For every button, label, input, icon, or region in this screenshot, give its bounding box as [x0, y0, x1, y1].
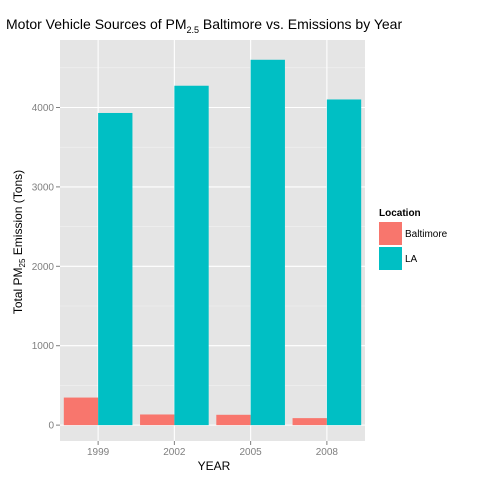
bar-la-2008: [326, 99, 362, 426]
bar-la-1999: [98, 112, 133, 426]
bar-la-2005: [250, 59, 285, 426]
y-tick-label: 2000: [32, 262, 55, 273]
y-tick-label: 3000: [32, 182, 55, 193]
bar-baltimore-2005: [216, 414, 251, 426]
x-tick-label: 1999: [87, 447, 110, 458]
y-axis-title: Total PM25 Emission (Tons): [11, 170, 27, 314]
x-tick-label: 2002: [163, 447, 186, 458]
y-axis-title-subscript: 25: [18, 258, 27, 267]
y-tick-label: 1000: [32, 341, 55, 352]
y-axis-title-rest: Emission (Tons): [11, 170, 25, 259]
y-axis-ticks: 0 1000 2000 3000 4000: [32, 103, 60, 432]
legend-label-baltimore: Baltimore: [405, 229, 448, 240]
x-axis-ticks: 1999 2002 2005 2008: [87, 441, 338, 458]
y-axis-title-main: Total PM: [11, 267, 25, 314]
bar-la-2002: [174, 85, 209, 426]
legend-key-la: [379, 247, 402, 270]
y-tick-label: 0: [48, 421, 54, 432]
bar-baltimore-1999: [63, 397, 99, 426]
bar-baltimore-2008: [292, 418, 327, 426]
chart-title-main: Motor Vehicle Sources of PM: [6, 16, 187, 32]
chart-title: Motor Vehicle Sources of PM2.5 Baltimore…: [6, 16, 402, 35]
bars: [63, 59, 362, 426]
y-tick-label: 4000: [32, 103, 55, 114]
legend-title: Location: [379, 208, 421, 219]
x-tick-label: 2008: [316, 447, 339, 458]
chart-title-subscript: 2.5: [187, 25, 200, 35]
chart-title-rest: Baltimore vs. Emissions by Year: [199, 16, 402, 32]
x-tick-label: 2005: [240, 447, 263, 458]
bar-baltimore-2002: [140, 414, 175, 426]
x-axis-title: YEAR: [198, 459, 231, 473]
legend-key-baltimore: [379, 222, 402, 245]
legend-items: Baltimore LA: [379, 222, 448, 270]
legend-label-la: LA: [405, 254, 418, 265]
legend: Location Baltimore LA: [379, 208, 448, 270]
